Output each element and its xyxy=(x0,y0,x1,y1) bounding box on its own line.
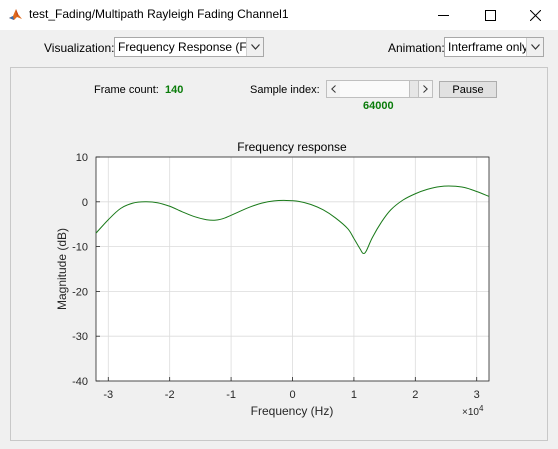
minimize-button[interactable] xyxy=(420,0,466,30)
y-tick-label: -20 xyxy=(72,286,88,298)
chevron-down-icon xyxy=(526,38,543,56)
chevron-left-icon xyxy=(331,85,336,93)
x-tick-label: -1 xyxy=(226,389,236,401)
visualization-value: Frequency Response (F... xyxy=(118,40,246,54)
chevron-down-icon xyxy=(246,38,263,56)
chart-title: Frequency response xyxy=(237,140,347,154)
visualization-label: Visualization: xyxy=(44,41,115,55)
y-tick-label: -30 xyxy=(72,331,88,343)
x-tick-label: -3 xyxy=(103,389,113,401)
animation-label: Animation: xyxy=(388,41,445,55)
x-tick-label: 2 xyxy=(412,389,418,401)
pause-button[interactable]: Pause xyxy=(439,81,497,98)
close-button[interactable] xyxy=(512,0,558,30)
y-axis-label: Magnitude (dB) xyxy=(55,228,69,310)
series-line xyxy=(95,185,490,254)
chevron-right-icon xyxy=(423,85,428,93)
maximize-icon xyxy=(484,9,496,21)
slider-thumb[interactable] xyxy=(340,81,410,97)
visualization-select[interactable]: Frequency Response (F... xyxy=(114,37,264,57)
animation-value: Interframe only xyxy=(448,40,526,54)
title-bar: test_Fading/Multipath Rayleigh Fading Ch… xyxy=(0,0,558,30)
sample-index-label: Sample index: xyxy=(250,84,320,96)
y-tick-label: 0 xyxy=(82,197,88,209)
sample-index-slider[interactable] xyxy=(326,80,433,98)
window-title: test_Fading/Multipath Rayleigh Fading Ch… xyxy=(29,7,289,21)
maximize-button[interactable] xyxy=(467,0,513,30)
frame-count-value: 140 xyxy=(165,84,184,96)
x-axis-label: Frequency (Hz) xyxy=(251,404,334,418)
matlab-logo-icon xyxy=(8,7,23,22)
y-tick-label: 10 xyxy=(76,152,88,164)
minimize-icon xyxy=(437,14,449,16)
x-multiplier-label: ×104 xyxy=(462,404,484,418)
slider-right-button[interactable] xyxy=(418,81,432,97)
y-tick-label: -40 xyxy=(72,376,88,388)
x-tick-label: 0 xyxy=(289,389,295,401)
x-tick-label: 1 xyxy=(351,389,357,401)
x-tick-label: 3 xyxy=(474,389,480,401)
animation-select[interactable]: Interframe only xyxy=(444,37,544,57)
frame-count-label: Frame count: xyxy=(94,84,159,96)
sample-index-value: 64000 xyxy=(363,100,394,112)
x-tick-label: -2 xyxy=(165,389,175,401)
y-tick-label: -10 xyxy=(72,242,88,254)
close-icon xyxy=(529,9,541,21)
